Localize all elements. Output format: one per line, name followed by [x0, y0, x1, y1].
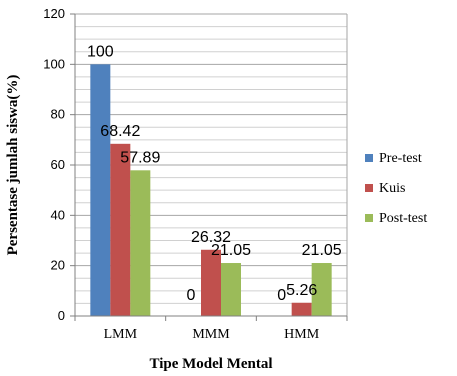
y-tick-label: 0: [58, 308, 65, 323]
data-label: 0: [187, 287, 196, 304]
bar-kuis-hmm: [291, 302, 312, 316]
data-label: 57.89: [120, 149, 160, 166]
bar-pre-test-lmm: [90, 64, 111, 316]
data-label: 0: [277, 287, 286, 304]
y-axis-ticks: 0 20 40 60 80 100 120: [43, 6, 75, 323]
data-label: 26.32: [191, 229, 231, 246]
legend-label: Post-test: [379, 211, 427, 226]
y-tick-label: 20: [51, 258, 65, 273]
legend: Pre-test Kuis Post-test: [365, 151, 427, 226]
legend-swatch: [365, 214, 373, 222]
legend-swatch: [365, 184, 373, 192]
bar-post-test-mmm: [221, 263, 241, 316]
y-tick-label: 100: [43, 56, 65, 71]
bar-kuis-lmm: [110, 143, 131, 316]
x-axis-ticks: LMM MMM HMM: [74, 316, 348, 342]
x-tick-label: HMM: [284, 327, 320, 342]
x-tick-label: LMM: [104, 327, 138, 342]
y-tick-label: 120: [43, 6, 65, 21]
data-label: 100: [87, 43, 114, 60]
y-axis-title: Persentase jumlah siswa(%): [5, 75, 21, 256]
legend-swatch: [365, 154, 373, 162]
data-label: 21.05: [211, 242, 251, 259]
y-tick-label: 40: [51, 207, 65, 222]
x-axis-title: Tipe Model Mental: [149, 356, 272, 372]
legend-label: Kuis: [379, 181, 405, 196]
y-tick-label: 60: [51, 157, 65, 172]
x-tick-label: MMM: [192, 327, 230, 342]
data-label: 5.26: [286, 282, 317, 299]
bar-post-test-lmm: [130, 170, 151, 316]
bar-kuis-mmm: [201, 249, 221, 316]
bar-post-test-hmm: [311, 263, 332, 316]
legend-label: Pre-test: [379, 151, 422, 166]
data-label: 21.05: [302, 242, 342, 259]
y-tick-label: 80: [51, 107, 65, 122]
data-label: 68.42: [100, 123, 140, 140]
bars: [90, 64, 332, 316]
